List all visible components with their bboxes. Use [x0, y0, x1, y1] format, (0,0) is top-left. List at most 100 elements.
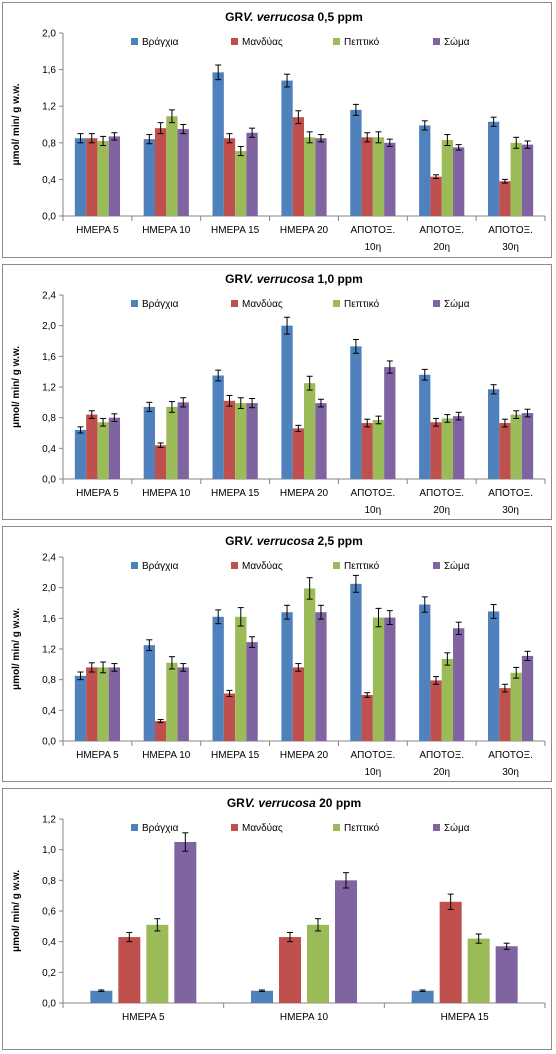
y-tick-label: 2,4 — [42, 291, 56, 302]
bar — [174, 842, 197, 1003]
y-tick-label: 0,8 — [42, 413, 56, 424]
y-tick-label: 0,0 — [42, 999, 56, 1010]
bar — [118, 937, 141, 1003]
x-category-label: 20η — [433, 505, 450, 516]
x-category-label: ΗΜΕΡΑ 20 — [280, 750, 329, 761]
x-category-label: ΗΜΕΡΑ 10 — [142, 750, 191, 761]
chart-title: GRV. verrucosa 2,5 ppm — [225, 534, 363, 548]
legend-swatch — [433, 824, 440, 831]
bar — [281, 80, 293, 216]
chart-panel-20ppm: GRV. verrucosa 20 ppm Βράγχια Μανδύας Πεπτι… — [2, 788, 552, 1050]
bar — [304, 383, 316, 479]
bar — [495, 946, 518, 1003]
y-tick-label: 2,0 — [42, 29, 56, 40]
x-category-label: 30η — [502, 505, 519, 516]
chart-title-species: V. verrucosa — [243, 272, 314, 286]
bar — [315, 138, 327, 216]
bar — [467, 938, 490, 1003]
x-category-label: ΑΠΟΤΟΞ. — [351, 225, 396, 236]
legend-label: Μανδύας — [242, 560, 283, 572]
x-category-label: ΑΠΟΤΟΞ. — [351, 750, 396, 761]
y-tick-label: 2,0 — [42, 321, 56, 332]
bar — [487, 121, 500, 216]
bar-chart-0-5ppm: GRV. verrucosa 0,5 ppm Βράγχια Μανδύας Πεπτ… — [11, 10, 546, 253]
bar — [453, 628, 465, 741]
bar — [372, 419, 385, 479]
chart-title-prefix: GR — [225, 534, 243, 548]
bar — [335, 880, 357, 1003]
bar — [154, 128, 167, 216]
legend-label: Σώμα — [444, 560, 470, 572]
bar — [439, 901, 462, 1003]
bar — [154, 445, 167, 479]
bar — [86, 667, 98, 741]
y-tick-label: 1,6 — [42, 352, 56, 363]
legend-swatch — [131, 824, 138, 831]
bar — [292, 428, 304, 479]
bar — [361, 423, 373, 479]
bar — [97, 422, 109, 479]
legend-label: Σώμα — [444, 298, 470, 310]
y-tick-label: 0,8 — [42, 675, 56, 686]
bar — [177, 667, 189, 741]
legend-swatch — [433, 562, 440, 569]
bar — [90, 990, 113, 1003]
bar — [166, 116, 178, 216]
y-tick-label: 0,8 — [42, 138, 56, 149]
bar — [97, 667, 109, 741]
bar — [499, 688, 511, 741]
chart-title-prefix: GR — [225, 272, 243, 286]
chart-title-prefix: GR — [227, 796, 245, 810]
x-category-label: ΗΜΕΡΑ 5 — [76, 488, 119, 499]
x-category-label: ΗΜΕΡΑ 10 — [280, 1012, 329, 1023]
chart-title-suffix: 2,5 ppm — [314, 534, 363, 548]
bar — [251, 990, 273, 1003]
legend-swatch — [231, 300, 238, 307]
legend-label: Βράγχια — [142, 298, 179, 310]
x-category-label: 10η — [365, 505, 382, 516]
x-category-label: ΗΜΕΡΑ 5 — [76, 225, 119, 236]
bar — [499, 181, 511, 216]
chart-title: GRV. verrucosa 0,5 ppm — [225, 10, 363, 24]
legend-label: Σώμα — [444, 822, 470, 834]
bar — [143, 406, 155, 479]
bar — [372, 137, 385, 216]
x-category-label: ΗΜΕΡΑ 15 — [441, 1012, 490, 1023]
legend-swatch — [131, 562, 138, 569]
legend-label: Βράγχια — [142, 560, 179, 572]
chart-title-suffix: 20 ppm — [316, 796, 361, 810]
x-category-label: 10η — [365, 767, 382, 778]
bar — [430, 176, 442, 216]
y-tick-label: 1,6 — [42, 614, 56, 625]
bar — [487, 389, 500, 479]
bar — [521, 655, 534, 741]
bar — [108, 417, 121, 479]
y-tick-label: 2,4 — [42, 553, 56, 564]
chart-title-prefix: GR — [225, 10, 243, 24]
bar — [97, 140, 109, 216]
legend-label: Σώμα — [444, 36, 470, 48]
bar — [212, 72, 224, 216]
bar — [235, 616, 247, 741]
bar — [384, 367, 396, 479]
bar — [223, 693, 236, 741]
bar — [143, 139, 155, 216]
bar-chart-2-5ppm: GRV. verrucosa 2,5 ppm Βράγχια Μανδύας Πεπτ… — [11, 534, 546, 778]
legend-label: Μανδύας — [242, 822, 283, 834]
bar — [74, 429, 87, 479]
y-tick-label: 0,2 — [42, 968, 56, 979]
x-category-label: ΗΜΕΡΑ 10 — [142, 488, 191, 499]
chart-title-species: V. verrucosa — [245, 796, 316, 810]
bar — [419, 374, 431, 479]
x-category-label: ΑΠΟΤΟΞ. — [488, 488, 533, 499]
bar — [521, 413, 534, 479]
bar — [384, 617, 396, 741]
bar — [86, 414, 98, 479]
bar — [510, 414, 522, 479]
bar — [235, 151, 247, 216]
bar — [246, 642, 258, 741]
bar — [350, 109, 362, 216]
chart-title: GRV. verrucosa 20 ppm — [227, 796, 361, 810]
bar — [350, 583, 362, 741]
bar — [166, 406, 178, 479]
